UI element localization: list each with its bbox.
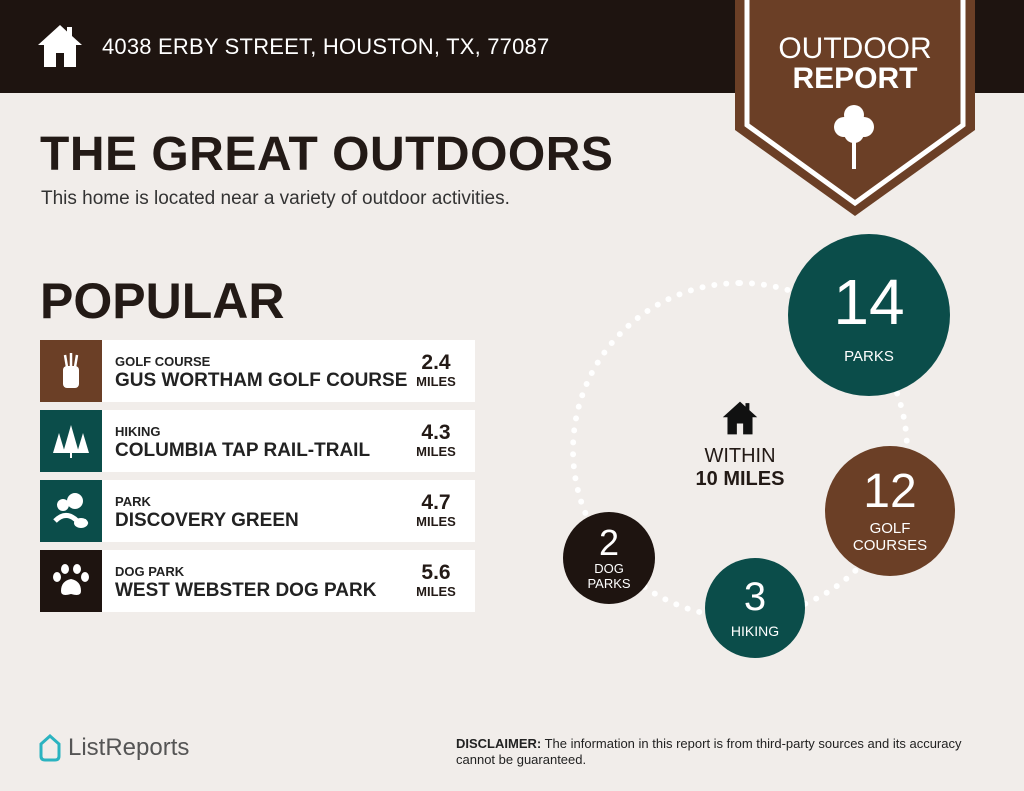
tree-icon (834, 105, 874, 169)
stat-parks: 14 PARKS (788, 234, 950, 396)
stat-count: 3 (743, 574, 767, 619)
stat-count: 14 (833, 265, 905, 338)
item-name: DISCOVERY GREEN (115, 510, 299, 531)
house-icon (722, 401, 758, 435)
item-name: GUS WORTHAM GOLF COURSE (115, 370, 408, 391)
center-label: WITHIN 10 MILES (680, 400, 800, 491)
property-address: 4038 ERBY STREET, HOUSTON, TX, 77087 (102, 34, 550, 59)
list-item: GOLF COURSE GUS WORTHAM GOLF COURSE 2.4 M… (40, 340, 475, 402)
item-name: COLUMBIA TAP RAIL-TRAIL (115, 440, 371, 461)
item-unit: MILES (416, 584, 456, 599)
stat-label: GOLF COURSES (852, 520, 928, 554)
banner-line-1: OUTDOOR (778, 32, 932, 65)
banner-line-2: REPORT (792, 62, 918, 95)
stat-label: DOG PARKS (587, 561, 631, 591)
logo-text: ListReports (68, 734, 190, 761)
within-distance: 10 MILES (695, 468, 785, 490)
item-unit: MILES (416, 444, 456, 459)
house-icon (38, 25, 82, 67)
list-item: HIKING COLUMBIA TAP RAIL-TRAIL 4.3 MILES (40, 410, 475, 472)
list-item: DOG PARK WEST WEBSTER DOG PARK 5.6 MILES (40, 550, 475, 612)
listreports-logo[interactable]: ListReports (38, 734, 189, 762)
stat-count: 2 (598, 522, 620, 563)
page-title: THE GREAT OUTDOORS (40, 128, 614, 181)
stat-count: 12 (863, 465, 917, 518)
item-distance: 4.3 (421, 421, 451, 444)
stat-hiking: 3 HIKING (705, 558, 805, 658)
logo-icon (39, 734, 61, 762)
item-category: HIKING (115, 424, 161, 439)
list-item: PARK DISCOVERY GREEN 4.7 MILES (40, 480, 475, 542)
stat-label: PARKS (844, 347, 894, 365)
stat-golf-courses: 12 GOLF COURSES (825, 446, 955, 576)
golf-bag-icon (40, 340, 102, 402)
paw-icon (40, 550, 102, 612)
pine-trees-icon (40, 410, 102, 472)
item-category: PARK (115, 494, 151, 509)
item-unit: MILES (416, 374, 456, 389)
stat-dog-parks: 2 DOG PARKS (563, 512, 655, 604)
item-category: GOLF COURSE (115, 354, 211, 369)
disclaimer: DISCLAIMER: The information in this repo… (456, 736, 996, 768)
stat-label: HIKING (730, 622, 780, 639)
item-name: WEST WEBSTER DOG PARK (115, 580, 377, 601)
item-unit: MILES (416, 514, 456, 529)
park-icon (40, 480, 102, 542)
item-distance: 2.4 (421, 351, 451, 374)
item-distance: 5.6 (421, 561, 451, 584)
item-category: DOG PARK (115, 564, 185, 579)
page-subtitle: This home is located near a variety of o… (41, 188, 510, 209)
item-distance: 4.7 (421, 491, 451, 514)
popular-heading: POPULAR (40, 273, 285, 329)
within-label: WITHIN (704, 445, 776, 467)
disclaimer-label: DISCLAIMER: (456, 736, 542, 751)
disclaimer-text: The information in this report is from t… (456, 736, 962, 767)
